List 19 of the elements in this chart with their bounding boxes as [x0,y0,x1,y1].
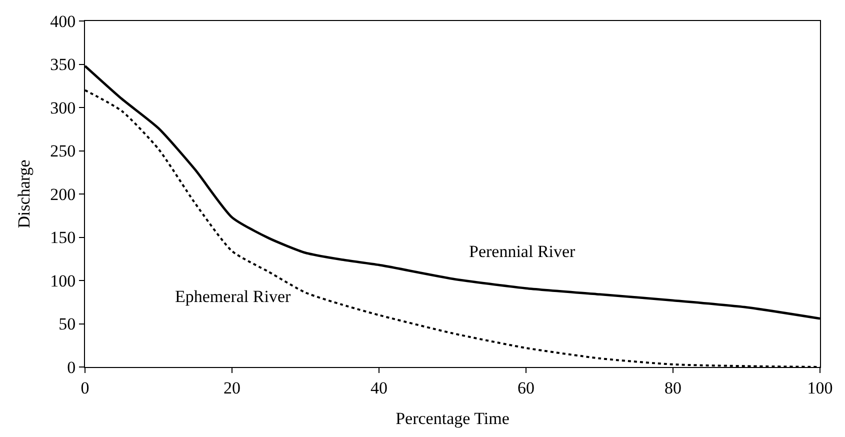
y-axis-title: Discharge [14,160,34,228]
x-tick-label: 0 [80,378,90,398]
x-tick-label: 20 [224,378,240,398]
x-axis-title: Percentage Time [396,408,510,428]
y-tick-label: 200 [50,184,76,204]
y-tick-label: 50 [58,314,76,334]
x-tick-label: 60 [518,378,534,398]
x-tick-label: 40 [370,378,388,398]
y-tick-label: 0 [67,358,76,377]
series-label: Perennial River [469,242,576,261]
y-tick-label: 350 [50,55,76,74]
series-label: Ephemeral River [175,287,291,306]
y-tick-label: 100 [50,271,76,290]
x-tick-label: 80 [664,378,682,398]
x-tick-label: 100 [807,378,833,398]
y-tick-label: 150 [50,228,76,248]
y-tick-label: 400 [50,12,76,31]
y-tick-label: 300 [50,98,76,118]
y-tick-label: 250 [50,142,76,161]
